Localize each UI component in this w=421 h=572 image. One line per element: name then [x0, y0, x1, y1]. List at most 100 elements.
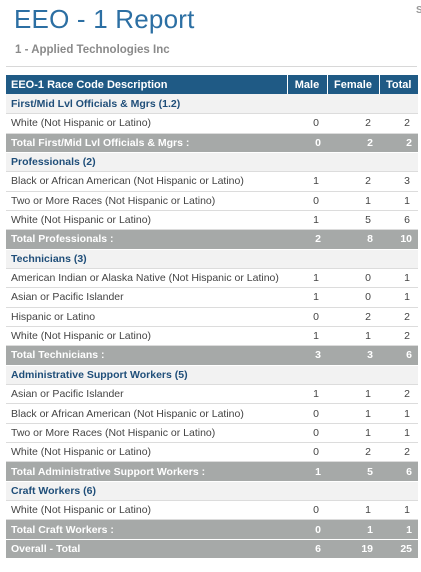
row-label: Asian or Pacific Islander: [6, 287, 287, 308]
table-row: Black or African American (Not Hispanic …: [6, 403, 418, 424]
total-count: 1: [379, 268, 418, 289]
row-label: Black or African American (Not Hispanic …: [6, 403, 287, 424]
total-row: Total Professionals :2 8 10: [6, 229, 418, 250]
female-count: 2: [327, 133, 379, 153]
table-row: White (Not Hispanic or Latino) 0 1 1: [6, 500, 418, 521]
male-count: 1: [287, 384, 327, 405]
table-header-row: EEO-1 Race Code Description Male Female …: [6, 75, 418, 95]
job-category-label: Administrative Support Workers (5): [6, 365, 418, 386]
row-label: Total Craft Workers :: [6, 519, 287, 540]
table-row: Two or More Races (Not Hispanic or Latin…: [6, 191, 418, 211]
male-count: 0: [287, 191, 327, 211]
female-count: 2: [327, 442, 379, 463]
total-count: 2: [379, 326, 418, 347]
row-label: White (Not Hispanic or Latino): [6, 326, 287, 347]
corner-text: S: [416, 5, 421, 16]
total-count: 6: [379, 210, 418, 231]
total-count: 2: [379, 307, 418, 327]
total-count: 1: [379, 500, 418, 521]
male-count: 0: [287, 442, 327, 463]
male-count: 0: [287, 133, 327, 153]
male-count: 0: [287, 500, 327, 521]
male-count: 2: [287, 229, 327, 250]
job-category-row: Craft Workers (6): [6, 481, 418, 502]
table-body: First/Mid Lvl Officials & Mgrs (1.2) Whit…: [6, 94, 418, 560]
total-count: 1: [379, 519, 418, 540]
row-label: Two or More Races (Not Hispanic or Latin…: [6, 423, 287, 444]
row-label: Overall - Total: [6, 539, 287, 560]
table-row: White (Not Hispanic or Latino) 1 1 2: [6, 326, 418, 347]
male-count: 0: [287, 423, 327, 444]
table-row: Hispanic or Latino 0 2 2: [6, 307, 418, 327]
job-category-row: First/Mid Lvl Officials & Mgrs (1.2): [6, 94, 418, 115]
male-count: 0: [287, 113, 327, 134]
female-count: 1: [327, 500, 379, 521]
header-divider: [6, 66, 417, 67]
male-count: 1: [287, 326, 327, 347]
row-label: American Indian or Alaska Native (Not Hi…: [6, 268, 287, 289]
job-category-label: Craft Workers (6): [6, 481, 418, 502]
total-count: 1: [379, 287, 418, 308]
row-label: Hispanic or Latino: [6, 307, 287, 327]
female-count: 5: [327, 210, 379, 231]
male-count: 0: [287, 519, 327, 540]
table-row: Two or More Races (Not Hispanic or Latin…: [6, 423, 418, 444]
column-header-female[interactable]: Female: [327, 75, 380, 95]
female-count: 1: [327, 519, 379, 540]
total-row: Overall - Total 6 19 25: [6, 539, 418, 560]
total-count: 1: [379, 403, 418, 424]
row-label: Two or More Races (Not Hispanic or Latin…: [6, 191, 287, 211]
female-count: 1: [327, 326, 379, 347]
female-count: 1: [327, 423, 379, 444]
total-count: 2: [379, 113, 418, 134]
table-row: White (Not Hispanic or Latino) 0 2 2: [6, 113, 418, 134]
total-count: 6: [379, 461, 418, 482]
row-label: White (Not Hispanic or Latino): [6, 500, 287, 521]
female-count: 0: [327, 268, 379, 289]
job-category-label: Professionals (2): [6, 152, 418, 173]
row-label: Total Professionals :: [6, 229, 287, 250]
female-count: 1: [327, 403, 379, 424]
row-label: White (Not Hispanic or Latino): [6, 442, 287, 463]
total-count: 6: [379, 345, 418, 366]
row-label: Total Technicians :: [6, 345, 287, 366]
total-count: 1: [379, 423, 418, 444]
company-subtitle: 1 - Applied Technologies Inc: [15, 44, 170, 56]
female-count: 2: [327, 171, 379, 192]
male-count: 1: [287, 268, 327, 289]
total-count: 25: [379, 539, 418, 560]
job-category-row: Administrative Support Workers (5): [6, 365, 418, 386]
job-category-row: Technicians (3): [6, 249, 418, 269]
column-header-description[interactable]: EEO-1 Race Code Description: [6, 75, 288, 95]
male-count: 1: [287, 210, 327, 231]
job-category-row: Professionals (2): [6, 152, 418, 173]
table-row: White (Not Hispanic or Latino) 0 2 2: [6, 442, 418, 463]
column-header-male[interactable]: Male: [287, 75, 328, 95]
female-count: 1: [327, 191, 379, 211]
total-count: 2: [379, 384, 418, 405]
row-label: Asian or Pacific Islander: [6, 384, 287, 405]
row-label: Total Administrative Support Workers :: [6, 461, 287, 482]
female-count: 5: [327, 461, 379, 482]
male-count: 6: [287, 539, 327, 560]
column-header-total[interactable]: Total: [379, 75, 418, 95]
table-row: Black or African American (Not Hispanic …: [6, 171, 418, 192]
table-row: Asian or Pacific Islander 1 0 1: [6, 287, 418, 308]
male-count: 3: [287, 345, 327, 366]
total-count: 1: [379, 191, 418, 211]
male-count: 0: [287, 403, 327, 424]
male-count: 1: [287, 287, 327, 308]
male-count: 1: [287, 171, 327, 192]
row-label: White (Not Hispanic or Latino): [6, 210, 287, 231]
male-count: 1: [287, 461, 327, 482]
row-label: Total First/Mid Lvl Officials & Mgrs :: [6, 133, 287, 153]
report-title: EEO - 1 Report: [14, 4, 195, 34]
table-row: White (Not Hispanic or Latino) 1 5 6: [6, 210, 418, 231]
female-count: 8: [327, 229, 379, 250]
total-count: 10: [379, 229, 418, 250]
job-category-label: First/Mid Lvl Officials & Mgrs (1.2): [6, 94, 418, 115]
row-label: White (Not Hispanic or Latino): [6, 113, 287, 134]
